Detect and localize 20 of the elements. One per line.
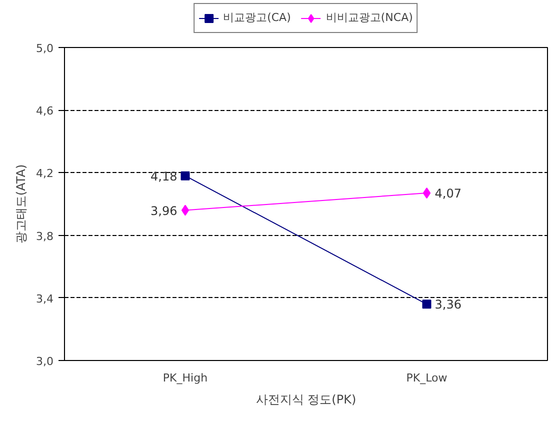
legend-label: 비교광고(CA) bbox=[223, 10, 291, 25]
point bbox=[180, 171, 190, 180]
x-axis-title: 사전지식 정도(PK) bbox=[256, 392, 356, 406]
point bbox=[181, 204, 190, 216]
x-tick-label: PK_Low bbox=[406, 372, 448, 384]
y-axis-title: 광고태도(ATA) bbox=[14, 164, 28, 244]
data-label: 3,36 bbox=[434, 298, 462, 312]
point bbox=[422, 188, 431, 199]
y-tick-label: 4,2 bbox=[36, 167, 54, 180]
y-tick-label: 4,6 bbox=[36, 104, 54, 118]
data-label: 3,96 bbox=[150, 204, 178, 218]
y-tick-label: 5,0 bbox=[36, 42, 54, 55]
legend-label: 비비교광고(NCA) bbox=[326, 10, 413, 25]
point bbox=[422, 300, 432, 309]
y-tick-label: 3,4 bbox=[36, 292, 54, 306]
x-tick-label: PK_High bbox=[162, 372, 208, 384]
data-label: 4,07 bbox=[434, 186, 462, 201]
data-label: 4,18 bbox=[150, 169, 178, 184]
y-tick-label: 3,8 bbox=[36, 230, 54, 243]
y-tick-label: 3,0 bbox=[36, 355, 54, 368]
